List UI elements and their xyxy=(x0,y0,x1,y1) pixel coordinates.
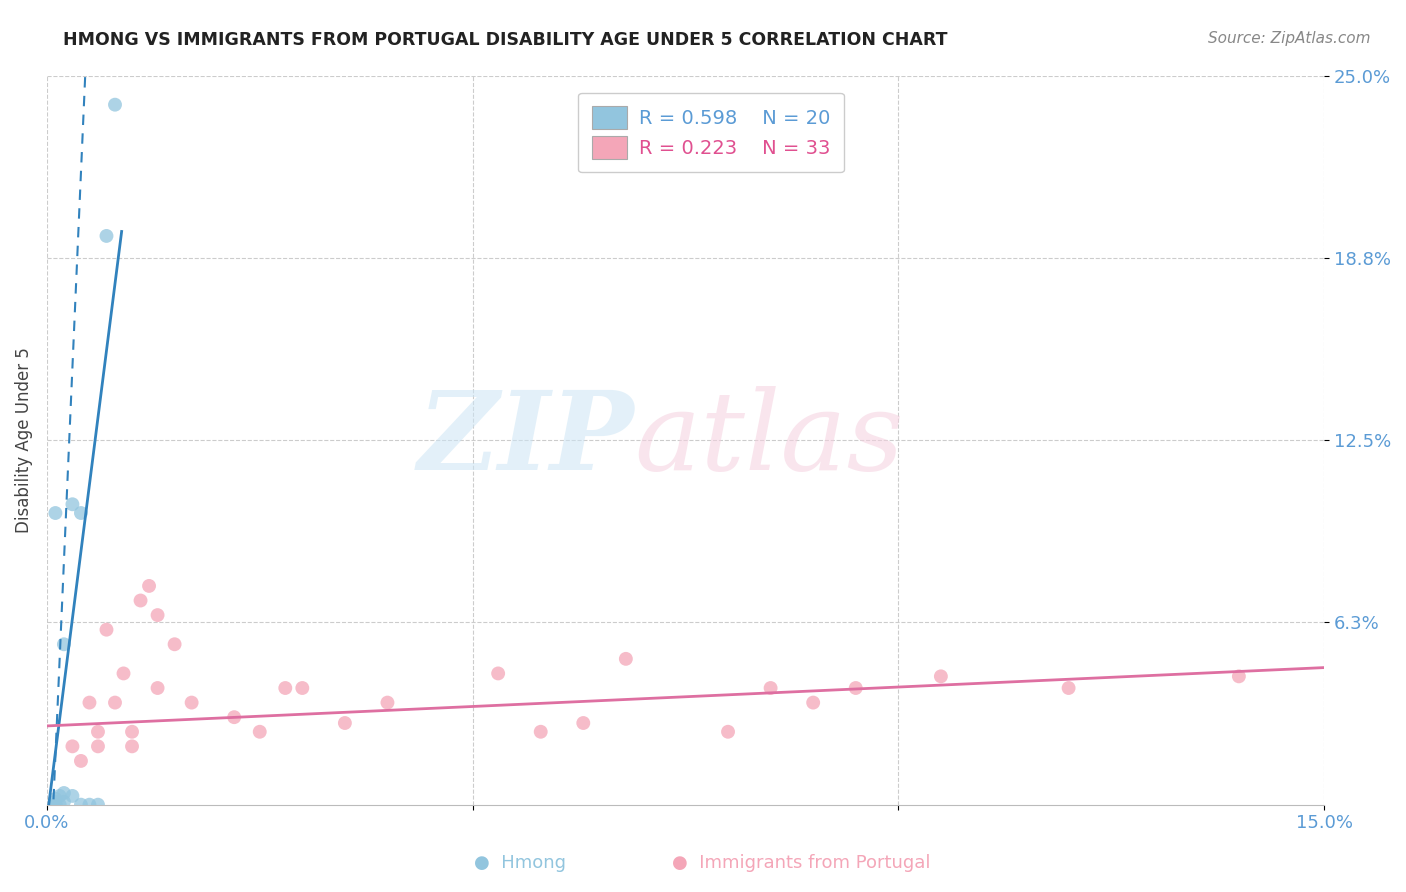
Point xyxy=(104,696,127,710)
Point xyxy=(70,797,93,812)
Point xyxy=(845,681,868,695)
Point xyxy=(249,724,271,739)
Point xyxy=(44,792,66,806)
Point xyxy=(96,229,118,244)
Point xyxy=(70,506,93,520)
Point xyxy=(79,696,101,710)
Point xyxy=(614,652,637,666)
Point xyxy=(121,724,143,739)
Point xyxy=(291,681,314,695)
Text: ZIP: ZIP xyxy=(418,386,634,494)
Text: ●  Immigrants from Portugal: ● Immigrants from Portugal xyxy=(672,855,931,872)
Point xyxy=(138,579,160,593)
Point xyxy=(44,795,66,809)
Point xyxy=(180,696,202,710)
Point xyxy=(717,724,740,739)
Point xyxy=(87,797,110,812)
Point xyxy=(62,789,84,803)
Point xyxy=(62,497,84,511)
Point xyxy=(333,716,356,731)
Point xyxy=(44,797,66,812)
Point xyxy=(146,608,169,623)
Point xyxy=(52,795,75,809)
Point xyxy=(163,637,186,651)
Point xyxy=(121,739,143,754)
Point xyxy=(224,710,246,724)
Point xyxy=(1057,681,1080,695)
Point xyxy=(87,739,110,754)
Point xyxy=(44,506,66,520)
Point xyxy=(87,724,110,739)
Point xyxy=(48,789,70,803)
Point xyxy=(52,637,75,651)
Point xyxy=(274,681,297,695)
Point xyxy=(44,797,66,812)
Legend: R = 0.598    N = 20, R = 0.223    N = 33: R = 0.598 N = 20, R = 0.223 N = 33 xyxy=(578,93,844,172)
Text: ●  Hmong: ● Hmong xyxy=(474,855,567,872)
Point xyxy=(112,666,135,681)
Point xyxy=(572,716,595,731)
Point xyxy=(486,666,509,681)
Text: HMONG VS IMMIGRANTS FROM PORTUGAL DISABILITY AGE UNDER 5 CORRELATION CHART: HMONG VS IMMIGRANTS FROM PORTUGAL DISABI… xyxy=(63,31,948,49)
Point xyxy=(62,739,84,754)
Text: atlas: atlas xyxy=(634,386,904,494)
Point xyxy=(44,797,66,812)
Point xyxy=(70,754,93,768)
Point xyxy=(96,623,118,637)
Point xyxy=(530,724,553,739)
Point xyxy=(48,797,70,812)
Point xyxy=(44,797,66,812)
Point xyxy=(129,593,152,607)
Point xyxy=(759,681,782,695)
Point xyxy=(801,696,824,710)
Point xyxy=(104,97,127,112)
Text: Source: ZipAtlas.com: Source: ZipAtlas.com xyxy=(1208,31,1371,46)
Point xyxy=(1227,669,1250,683)
Point xyxy=(377,696,399,710)
Point xyxy=(929,669,952,683)
Y-axis label: Disability Age Under 5: Disability Age Under 5 xyxy=(15,347,32,533)
Point xyxy=(146,681,169,695)
Point xyxy=(52,786,75,800)
Point xyxy=(79,797,101,812)
